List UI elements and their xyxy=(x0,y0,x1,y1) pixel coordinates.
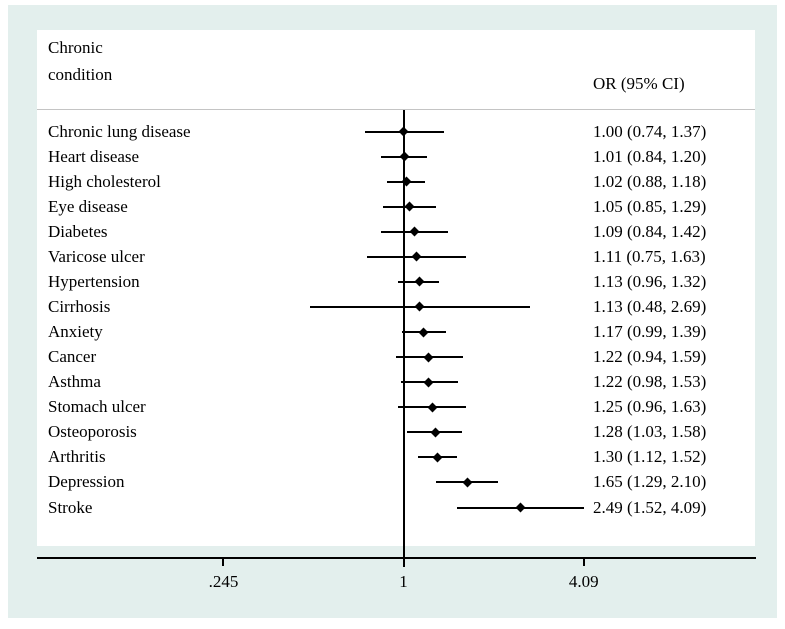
or-ci-value: 1.13 (0.96, 1.32) xyxy=(593,271,707,291)
or-ci-value: 1.02 (0.88, 1.18) xyxy=(593,171,707,191)
condition-label: Anxiety xyxy=(48,322,103,342)
or-ci-value: 1.11 (0.75, 1.63) xyxy=(593,246,706,266)
reference-line-or-1 xyxy=(402,110,405,567)
or-ci-value: 1.65 (1.29, 2.10) xyxy=(593,472,707,492)
condition-label: Osteoporosis xyxy=(48,422,137,442)
y-axis-title-line1: Chronic xyxy=(48,38,103,57)
or-ci-value: 1.30 (1.12, 1.52) xyxy=(593,447,707,467)
y-axis-title-line2: condition xyxy=(48,65,113,84)
or-ci-value: 1.05 (0.85, 1.29) xyxy=(593,196,707,216)
x-axis-tick-label: .245 xyxy=(208,572,239,591)
condition-label: Hypertension xyxy=(48,271,140,291)
or-ci-value: 1.17 (0.99, 1.39) xyxy=(593,322,707,342)
x-axis-tick xyxy=(222,559,225,566)
x-axis-tick-label: 4.09 xyxy=(568,572,599,591)
condition-label: High cholesterol xyxy=(48,171,161,191)
condition-label: Arthritis xyxy=(48,447,106,467)
x-axis-tick xyxy=(582,559,585,566)
condition-label: Stomach ulcer xyxy=(48,397,146,417)
or-ci-value: 1.00 (0.74, 1.37) xyxy=(593,121,707,141)
or-ci-value: 1.25 (0.96, 1.63) xyxy=(593,397,707,417)
condition-label: Stroke xyxy=(48,497,93,517)
header-rule xyxy=(37,109,755,110)
x-axis-tick-label: 1 xyxy=(399,572,408,591)
plot-area xyxy=(37,30,755,546)
condition-label: Eye disease xyxy=(48,196,128,216)
condition-label: Cirrhosis xyxy=(48,296,111,316)
or-column-header: OR (95% CI) xyxy=(593,74,685,93)
condition-label: Asthma xyxy=(48,372,101,392)
condition-label: Depression xyxy=(48,472,125,492)
or-ci-value: 1.22 (0.94, 1.59) xyxy=(593,347,707,367)
condition-label: Heart disease xyxy=(48,146,140,166)
or-ci-value: 2.49 (1.52, 4.09) xyxy=(593,497,707,517)
x-axis-line xyxy=(37,557,756,559)
condition-label: Varicose ulcer xyxy=(48,246,145,266)
x-axis-tick xyxy=(402,559,405,566)
or-ci-value: 1.28 (1.03, 1.58) xyxy=(593,422,707,442)
condition-label: Chronic lung disease xyxy=(48,121,191,141)
or-ci-value: 1.22 (0.98, 1.53) xyxy=(593,372,707,392)
condition-label: Cancer xyxy=(48,347,97,367)
condition-label: Diabetes xyxy=(48,221,108,241)
or-ci-value: 1.09 (0.84, 1.42) xyxy=(593,221,707,241)
or-ci-value: 1.01 (0.84, 1.20) xyxy=(593,146,707,166)
or-ci-value: 1.13 (0.48, 2.69) xyxy=(593,296,707,316)
